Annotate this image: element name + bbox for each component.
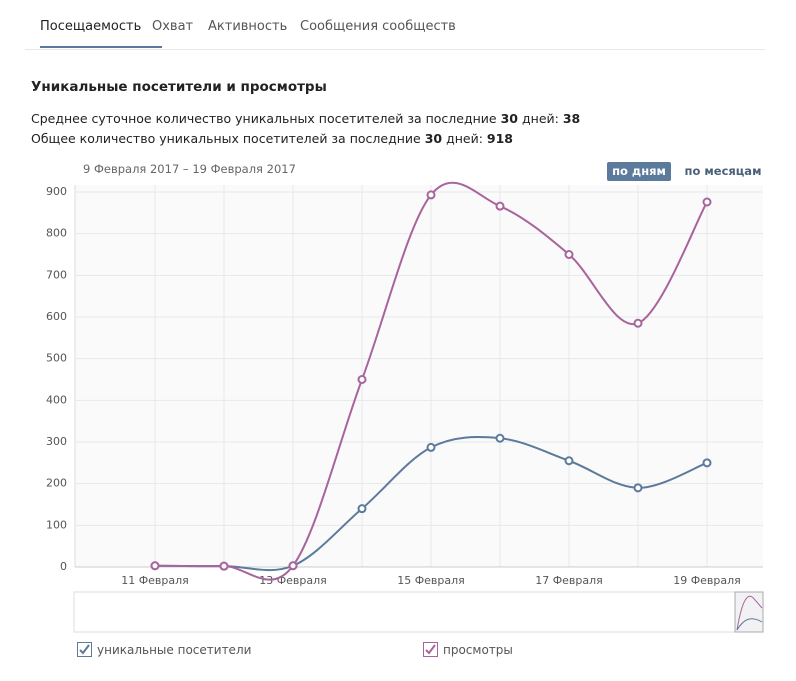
- point-marker: [702, 458, 712, 468]
- y-tick-label: 400: [46, 393, 67, 406]
- x-tick-label: 11 Февраля: [121, 574, 189, 587]
- navigator: [73, 591, 764, 633]
- stat-text: Общее количество уникальных посетителей …: [31, 131, 421, 146]
- y-tick-label: 700: [46, 268, 67, 281]
- series-line: [154, 181, 708, 581]
- button-by-months[interactable]: по месяцам: [684, 164, 762, 178]
- y-tick-label: 500: [46, 352, 67, 365]
- check: [425, 644, 436, 655]
- tab[interactable]: Охват: [152, 19, 194, 34]
- stat-days: 30: [500, 111, 519, 126]
- plot-background: [75, 185, 763, 567]
- stat-suffix: дней:: [522, 111, 559, 126]
- legend-checkbox[interactable]: [77, 642, 92, 657]
- point-marker: [633, 318, 643, 328]
- y-tick-label: 600: [46, 310, 67, 323]
- point-marker: [633, 483, 643, 493]
- legend-label: просмотры: [443, 643, 513, 657]
- point-marker: [495, 201, 505, 211]
- tab-bar: Посещаемость Охват Активность Сообщения …: [25, 0, 765, 50]
- point-marker: [288, 561, 298, 571]
- x-tick-label: 15 Февраля: [397, 574, 465, 587]
- y-tick-label: 0: [60, 560, 67, 573]
- x-tick-label: 13 Февраля: [259, 574, 327, 587]
- point-marker: [426, 190, 436, 200]
- stat-line: Среднее суточное количество уникальных п…: [31, 111, 580, 126]
- navigator-line: [736, 595, 763, 631]
- date-range: 9 Февраля 2017 – 19 Февраля 2017: [83, 162, 296, 176]
- x-tick-label: 17 Февраля: [535, 574, 603, 587]
- navigator-line: [736, 618, 763, 631]
- button-by-days[interactable]: по дням: [607, 162, 671, 181]
- y-tick-label: 300: [46, 435, 67, 448]
- tab[interactable]: Сообщения сообществ: [300, 19, 456, 34]
- stat-suffix: дней:: [446, 131, 483, 146]
- y-tick-label: 900: [46, 185, 67, 198]
- point-marker: [564, 250, 574, 259]
- section-heading: Уникальные посетители и просмотры: [31, 79, 327, 95]
- tab-underline: [40, 46, 162, 48]
- stat-text: Среднее суточное количество уникальных п…: [31, 111, 497, 126]
- legend-checkbox[interactable]: [423, 642, 438, 657]
- point-marker: [357, 375, 367, 384]
- stat-value: 38: [562, 111, 581, 126]
- tab[interactable]: Активность: [208, 19, 288, 34]
- check: [79, 644, 90, 655]
- point-marker: [702, 197, 712, 207]
- y-tick-label: 800: [46, 227, 67, 240]
- legend-label: уникальные посетители: [97, 643, 252, 657]
- stat-days: 30: [424, 131, 443, 146]
- point-marker: [495, 433, 505, 443]
- point-marker: [564, 456, 574, 466]
- legend-item[interactable]: уникальные посетители: [77, 642, 251, 657]
- point-marker: [426, 442, 436, 452]
- y-tick-label: 100: [46, 518, 67, 531]
- x-tick-label: 19 Февраля: [673, 574, 741, 587]
- legend-item[interactable]: просмотры: [423, 642, 513, 657]
- stat-value: 918: [486, 131, 513, 146]
- point-marker: [150, 561, 160, 571]
- y-tick-label: 200: [46, 477, 67, 490]
- stat-line: Общее количество уникальных посетителей …: [31, 131, 513, 146]
- tab[interactable]: Посещаемость: [40, 19, 142, 34]
- point-marker: [219, 561, 229, 571]
- point-marker: [357, 504, 367, 514]
